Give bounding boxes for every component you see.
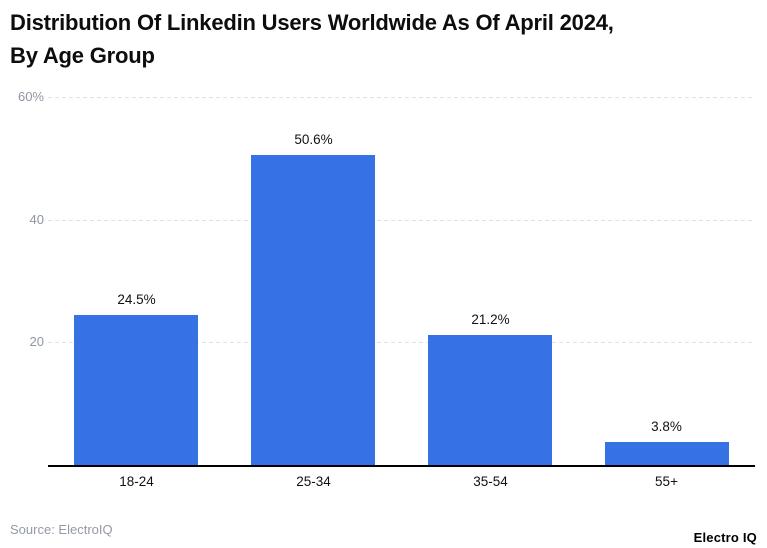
bar-value-label-18-24: 24.5%: [117, 292, 156, 307]
y-axis-label-60: 60%: [17, 89, 44, 104]
y-axis-label-20: 20: [29, 334, 44, 349]
chart-title: Distribution Of Linkedin Users Worldwide…: [10, 6, 614, 72]
bar-value-label-25-34: 50.6%: [294, 132, 333, 147]
source-note: Source: ElectroIQ: [10, 522, 113, 537]
bar-25-34: [251, 155, 375, 465]
bar-value-label-55+: 3.8%: [651, 419, 682, 434]
x-axis-label-25-34: 25-34: [296, 474, 331, 489]
brand-label: Electro IQ: [693, 530, 757, 545]
bar-35-54: [428, 335, 552, 465]
bar-value-label-35-54: 21.2%: [471, 312, 510, 327]
bar-55+: [605, 442, 729, 465]
gridline-60: [48, 97, 755, 98]
x-axis-label-35-54: 35-54: [473, 474, 508, 489]
chart-title-line1: Distribution Of Linkedin Users Worldwide…: [10, 10, 614, 35]
y-axis-label-40: 40: [29, 212, 44, 227]
x-axis-label-18-24: 18-24: [119, 474, 154, 489]
gridline-20: [48, 342, 755, 343]
x-axis-label-55+: 55+: [655, 474, 678, 489]
gridline-40: [48, 220, 755, 221]
x-axis-line: [48, 465, 755, 467]
chart-title-line2: By Age Group: [10, 43, 155, 68]
bar-18-24: [74, 315, 198, 465]
